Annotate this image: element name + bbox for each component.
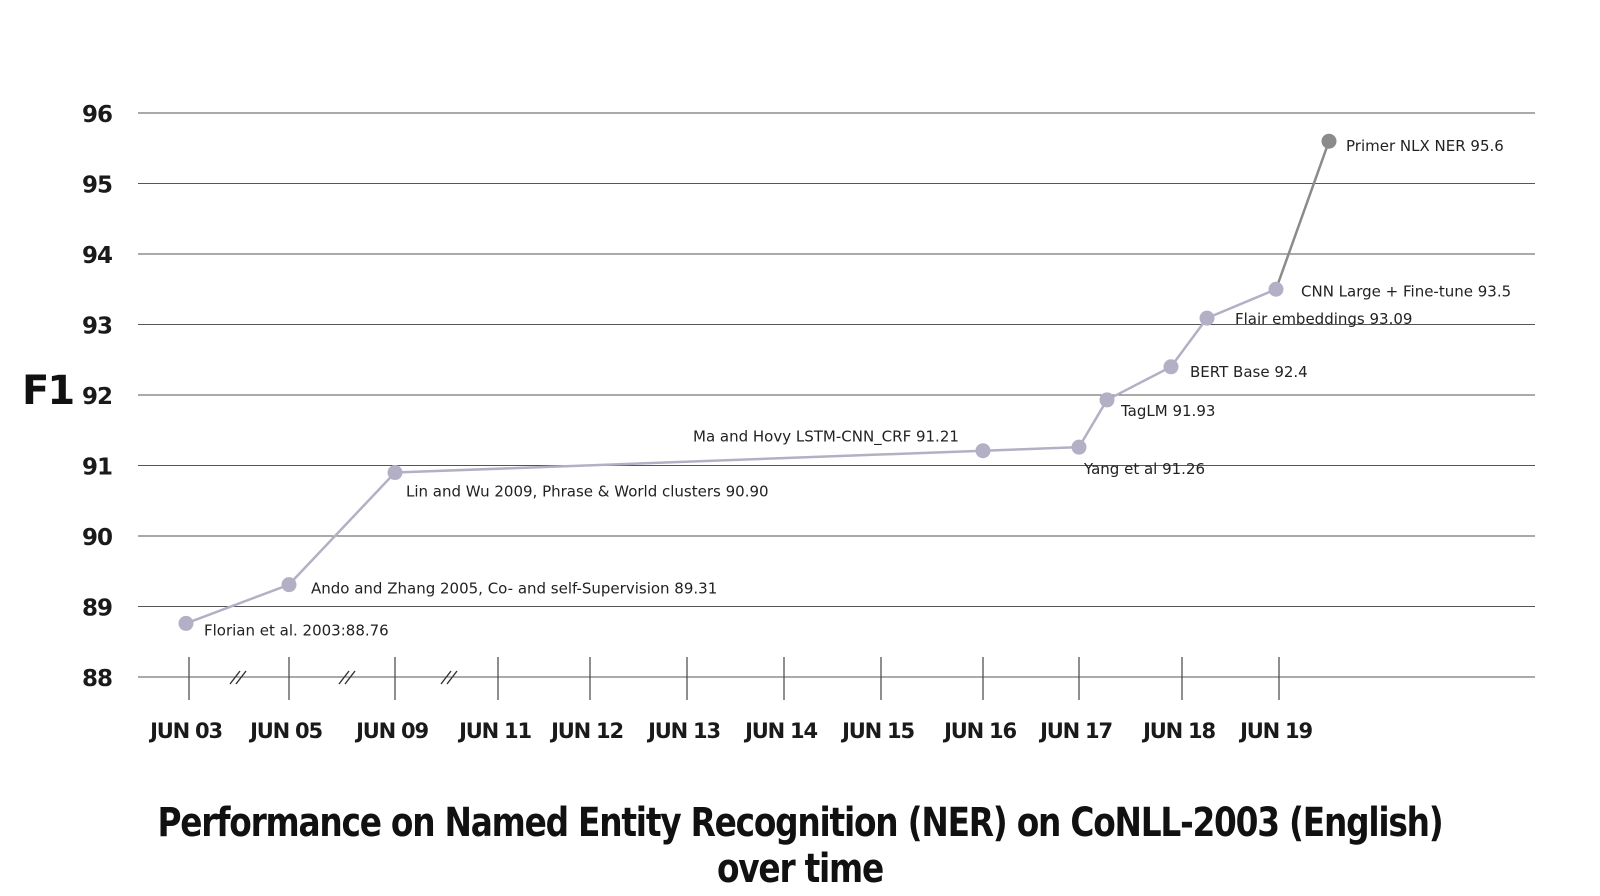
data-point (1071, 439, 1087, 455)
x-tick-label: JUN 09 (354, 719, 428, 743)
data-point (387, 465, 403, 481)
series-segment (288, 471, 396, 586)
series-segment (185, 583, 290, 625)
chart-title: Performance on Named Entity Recognition … (157, 800, 1443, 892)
data-labels: Florian et al. 2003:88.76 Ando and Zhang … (204, 137, 1511, 639)
data-point (1099, 392, 1115, 408)
data-point (1268, 281, 1284, 297)
y-axis-label: F1 (22, 368, 75, 414)
x-tick-label: JUN 13 (646, 719, 720, 743)
x-tick-label: JUN 15 (840, 719, 914, 743)
data-label: Ma and Hovy LSTM-CNN_CRF 91.21 (693, 428, 959, 447)
series-line (185, 140, 1331, 625)
axis-break-mark (446, 670, 458, 685)
data-point (1163, 359, 1179, 375)
data-point (281, 577, 297, 593)
series-segment (1274, 140, 1331, 290)
data-points (178, 133, 1337, 631)
axis-break-mark (440, 670, 452, 685)
y-tick-label: 91 (82, 455, 112, 481)
series-segment (1077, 399, 1109, 448)
axis-break-mark (338, 670, 350, 685)
data-label: Primer NLX NER 95.6 (1346, 137, 1504, 155)
x-tick-label: JUN 16 (942, 719, 1016, 743)
x-tick-labels: JUN 03 JUN 05 JUN 09 JUN 11 JUN 12 JUN 13 JUN … (148, 719, 1314, 743)
series-segment (394, 449, 984, 474)
axis-break-mark (235, 670, 247, 685)
data-label: Lin and Wu 2009, Phrase & World clusters… (406, 483, 769, 501)
series-segment (1169, 317, 1209, 368)
data-point (1321, 133, 1337, 149)
x-tick-label: JUN 03 (148, 719, 222, 743)
data-label: Flair embeddings 93.09 (1235, 310, 1412, 328)
series-segment (982, 445, 1080, 452)
y-tick-label: 90 (82, 525, 112, 551)
y-tick-label: 96 (82, 102, 112, 128)
data-point (1199, 310, 1215, 326)
grid-lines (138, 112, 1535, 678)
y-tick-label: 95 (82, 173, 112, 199)
axis-break-mark (344, 670, 356, 685)
data-label: TagLM 91.93 (1120, 402, 1215, 420)
x-axis (188, 657, 1280, 700)
x-tick-label: JUN 05 (248, 719, 322, 743)
x-tick-label: JUN 18 (1141, 719, 1215, 743)
y-tick-label: 89 (82, 596, 112, 622)
series-segment (1106, 365, 1172, 402)
y-tick-labels: 88 89 90 91 92 93 94 95 96 (82, 102, 113, 692)
data-label: Yang et al 91.26 (1083, 460, 1205, 478)
data-label: Florian et al. 2003:88.76 (204, 621, 389, 639)
data-point (975, 443, 991, 459)
y-tick-label: 88 (82, 666, 112, 692)
data-label: BERT Base 92.4 (1190, 363, 1308, 381)
series-segment (1206, 288, 1277, 320)
data-label: CNN Large + Fine-tune 93.5 (1301, 282, 1511, 300)
x-tick-label: JUN 12 (549, 719, 623, 743)
axis-break-mark (229, 670, 241, 685)
x-tick-label: JUN 11 (457, 719, 531, 743)
data-label: Ando and Zhang 2005, Co- and self-Superv… (311, 580, 717, 598)
y-tick-label: 94 (82, 243, 112, 269)
x-tick-label: JUN 17 (1038, 719, 1112, 743)
x-tick-label: JUN 14 (743, 719, 817, 743)
y-tick-label: 93 (82, 314, 112, 340)
x-tick-label: JUN 19 (1238, 719, 1312, 743)
y-tick-label: 92 (82, 384, 112, 410)
data-point (178, 615, 194, 631)
